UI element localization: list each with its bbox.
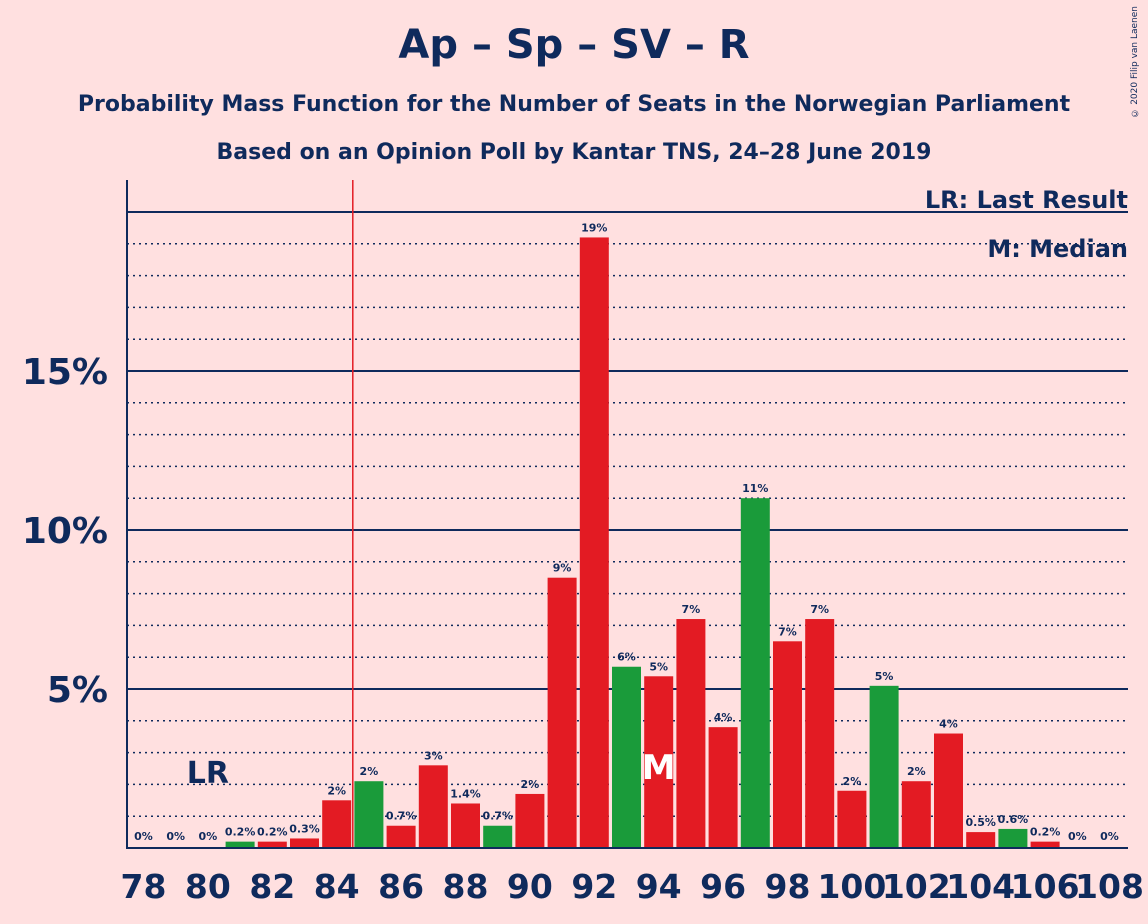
bar: [257, 841, 287, 848]
x-tick-label: 80: [185, 867, 231, 906]
bar: [515, 793, 545, 848]
data-label: 0.6%: [998, 813, 1029, 826]
bar: [837, 790, 867, 848]
chart-subtitle-2: Based on an Opinion Poll by Kantar TNS, …: [216, 140, 932, 165]
data-label: 5%: [875, 670, 894, 683]
data-label: 11%: [742, 482, 768, 495]
x-tick-label: 100: [817, 867, 886, 906]
legend-median: M: Median: [987, 235, 1128, 263]
data-label: 1.4%: [450, 787, 481, 800]
data-label: 7%: [778, 625, 797, 638]
bar: [998, 828, 1028, 848]
data-label: 7%: [682, 603, 701, 616]
bar: [901, 781, 931, 848]
bar: [290, 838, 319, 848]
bar: [740, 498, 770, 848]
bar: [225, 841, 255, 848]
data-label: 2%: [843, 775, 862, 788]
chart-title: Ap – Sp – SV – R: [398, 22, 750, 68]
x-tick-label: 106: [1011, 867, 1080, 906]
median-marker: M: [642, 748, 676, 788]
data-label: 0.2%: [1030, 826, 1061, 839]
bar: [322, 800, 352, 848]
data-label: 7%: [810, 603, 829, 616]
data-label: 0.2%: [225, 826, 256, 839]
data-label: 0%: [1100, 830, 1119, 843]
legend-last-result: LR: Last Result: [924, 186, 1128, 214]
data-label: 5%: [649, 660, 668, 673]
data-label: 0%: [166, 830, 185, 843]
data-label: 19%: [581, 221, 607, 234]
y-tick-label: 5%: [47, 670, 108, 711]
x-tick-label: 96: [700, 867, 746, 906]
data-label: 2%: [521, 778, 540, 791]
bar: [966, 832, 996, 848]
bar: [708, 727, 738, 848]
y-tick-label: 10%: [22, 511, 108, 552]
x-tick-label: 102: [882, 867, 951, 906]
bar: [451, 803, 480, 848]
data-label: 0.3%: [289, 822, 320, 835]
bar: [934, 733, 963, 848]
data-label: 0.2%: [257, 826, 288, 839]
bar: [386, 825, 416, 848]
x-tick-label: 86: [378, 867, 424, 906]
x-tick-label: 78: [121, 867, 167, 906]
last-result-label: LR: [187, 756, 229, 791]
x-tick-label: 104: [946, 867, 1015, 906]
data-label: 0%: [199, 830, 218, 843]
bar: [1030, 841, 1060, 848]
bar: [676, 619, 706, 848]
x-tick-label: 98: [765, 867, 811, 906]
bar: [483, 825, 513, 848]
data-label: 3%: [424, 749, 443, 762]
x-tick-label: 84: [314, 867, 360, 906]
y-tick-label: 15%: [22, 352, 108, 393]
data-label: 4%: [714, 711, 733, 724]
bar: [612, 666, 641, 848]
data-label: 2%: [327, 784, 346, 797]
bar: [869, 685, 899, 848]
data-label: 0%: [1068, 830, 1087, 843]
data-label: 0%: [134, 830, 153, 843]
data-label: 2%: [907, 765, 926, 778]
bar: [579, 237, 609, 848]
data-label: 9%: [553, 562, 572, 575]
x-tick-label: 90: [507, 867, 553, 906]
bar: [805, 619, 835, 848]
bar: [773, 641, 802, 848]
chart-subtitle-1: Probability Mass Function for the Number…: [77, 92, 1071, 117]
x-tick-label: 82: [249, 867, 295, 906]
x-tick-label: 108: [1075, 867, 1144, 906]
x-tick-label: 94: [636, 867, 682, 906]
data-label: 0.7%: [482, 810, 513, 823]
data-label: 0.5%: [965, 816, 996, 829]
bar: [354, 781, 384, 848]
data-label: 4%: [939, 718, 958, 731]
x-tick-label: 92: [571, 867, 617, 906]
bar: [418, 765, 448, 848]
data-label: 2%: [360, 765, 379, 778]
x-tick-label: 88: [443, 867, 489, 906]
bar: [644, 676, 674, 848]
bar: [547, 577, 577, 848]
data-label: 6%: [617, 651, 636, 664]
data-label: 0.7%: [386, 810, 417, 823]
